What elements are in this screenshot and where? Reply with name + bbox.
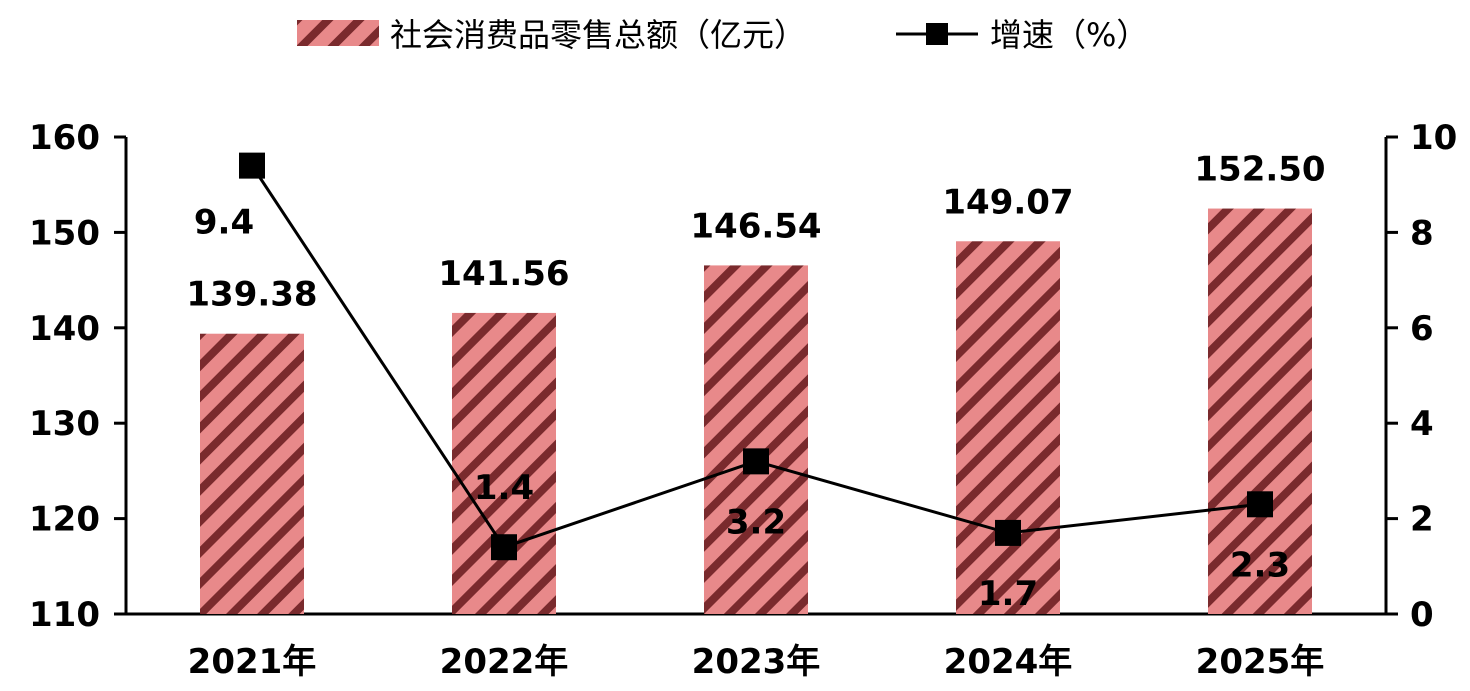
growth-data-label: 1.7 [978,574,1038,614]
growth-data-label: 1.4 [474,468,534,508]
left-tick-label: 160 [29,118,100,158]
bar-data-labels: 139.38 141.56 146.54 149.07 152.50 [186,150,1325,315]
bar [1208,208,1312,615]
legend-label-line: 增速（%） [990,16,1148,54]
right-tick-label: 10 [1410,118,1457,158]
left-tick-label: 120 [29,500,100,540]
right-tick-label: 4 [1410,404,1434,444]
growth-marker [743,448,769,475]
line-data-labels: 9.4 1.4 3.2 1.7 2.3 [194,203,1290,614]
growth-marker [239,152,265,179]
line-series [239,152,1273,561]
right-tick-label: 8 [1410,213,1434,253]
right-tick-label: 2 [1410,500,1434,540]
bar-data-label: 149.07 [942,182,1073,222]
category-label: 2023年 [692,642,821,682]
category-label: 2022年 [440,642,569,682]
category-labels: 2021年 2022年 2023年 2024年 2025年 [188,642,1325,682]
bar [704,265,808,614]
left-axis-ticks: 110 120 130 140 150 160 [29,118,126,635]
growth-marker [1247,491,1273,518]
growth-marker [491,534,517,561]
bar [452,312,556,614]
left-tick-label: 130 [29,404,100,444]
category-label: 2025年 [1196,642,1325,682]
bar-data-label: 152.50 [1194,150,1325,190]
right-tick-label: 6 [1410,309,1434,349]
growth-data-label: 9.4 [194,203,254,243]
legend-label-bar: 社会消费品零售总额（亿元） [390,16,806,54]
left-tick-label: 140 [29,309,100,349]
legend-swatch-bar [297,20,379,46]
bar [956,241,1060,614]
bar-data-label: 139.38 [186,275,317,315]
right-axis-ticks: 0 2 4 6 8 10 [1386,118,1457,635]
bar-series [200,208,1312,615]
growth-data-label: 2.3 [1230,545,1290,585]
category-label: 2024年 [944,642,1073,682]
left-tick-label: 110 [29,595,100,635]
bar-data-label: 146.54 [690,206,821,246]
legend: 社会消费品零售总额（亿元） 增速（%） [297,16,1148,54]
category-label: 2021年 [188,642,317,682]
growth-marker [995,519,1021,546]
bar-data-label: 141.56 [438,254,569,294]
bar [200,333,304,614]
legend-swatch-marker [926,23,948,45]
right-tick-label: 0 [1410,595,1434,635]
left-tick-label: 150 [29,213,100,253]
growth-data-label: 3.2 [726,502,786,542]
